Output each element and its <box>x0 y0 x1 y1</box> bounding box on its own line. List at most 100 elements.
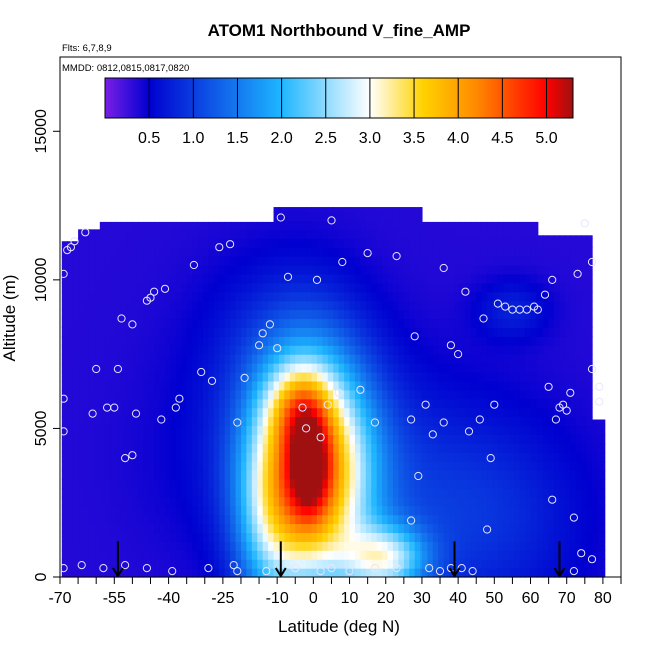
heatmap-cell <box>564 265 571 275</box>
heatmap-cell <box>559 478 566 489</box>
heatmap-cell <box>61 452 68 462</box>
heatmap-cell <box>208 470 215 480</box>
heatmap-cell <box>300 220 307 230</box>
heatmap-cell <box>224 532 231 542</box>
heatmap-cell <box>240 425 247 435</box>
heatmap-cell <box>224 541 231 551</box>
heatmap-cell <box>564 487 571 498</box>
sample-point <box>226 240 235 249</box>
heatmap-cell <box>278 443 285 453</box>
heatmap-cell <box>514 550 521 560</box>
heatmap-cell <box>322 220 329 230</box>
heatmap-cell <box>105 496 112 507</box>
heatmap-cell <box>105 523 112 534</box>
heatmap-cell <box>67 241 74 248</box>
heatmap-cell <box>525 416 532 427</box>
heatmap-cell <box>519 532 526 542</box>
heatmap-cell <box>354 514 362 525</box>
heatmap-cell <box>519 291 526 302</box>
heatmap-cell <box>94 496 101 507</box>
heatmap-cell <box>230 265 237 275</box>
heatmap-cell <box>257 514 264 525</box>
heatmap-cell <box>316 478 323 489</box>
heatmap-cell <box>581 256 588 266</box>
heatmap-cell <box>432 568 439 578</box>
heatmap-cell <box>273 487 280 498</box>
heatmap-cell <box>278 211 285 222</box>
heatmap-cell <box>559 505 566 516</box>
heatmap-cell <box>449 354 456 364</box>
heatmap-cell <box>208 443 215 453</box>
heatmap-cell <box>420 282 423 293</box>
heatmap-cell <box>306 282 313 293</box>
heatmap-cell <box>208 256 215 266</box>
heatmap-cell <box>398 363 405 373</box>
heatmap-cell <box>414 550 421 560</box>
heatmap-cell <box>219 327 226 337</box>
heatmap-cell <box>564 550 571 560</box>
heatmap-cell <box>525 443 532 453</box>
heatmap-cell <box>454 398 461 409</box>
heatmap-cell <box>164 318 171 328</box>
heatmap-cell <box>333 550 340 560</box>
heatmap-cell <box>454 389 461 400</box>
heatmap-cell <box>208 452 215 462</box>
sample-point <box>435 567 445 576</box>
heatmap-cell <box>306 541 313 551</box>
heatmap-cell <box>403 550 410 560</box>
heatmap-cell <box>105 380 112 391</box>
heatmap-cell <box>420 461 423 471</box>
heatmap-cell <box>602 550 606 560</box>
heatmap-cell <box>333 434 340 444</box>
heatmap-cell <box>230 229 237 239</box>
heatmap-cell <box>208 541 215 551</box>
heatmap-cell <box>67 309 74 320</box>
heatmap-cell <box>525 407 532 418</box>
heatmap-cell <box>420 416 423 427</box>
heatmap-cell <box>586 398 593 409</box>
heatmap-cell <box>246 461 253 471</box>
heatmap-cell <box>497 398 504 409</box>
heatmap-cell <box>224 461 231 471</box>
heatmap-cell <box>116 229 123 239</box>
heatmap-cell <box>284 568 291 578</box>
heatmap-cell <box>403 407 410 418</box>
heatmap-cell <box>257 336 264 346</box>
heatmap-cell <box>235 318 242 328</box>
heatmap-cell <box>409 380 416 391</box>
heatmap-cell <box>213 470 220 480</box>
heatmap-cell <box>105 273 112 284</box>
heatmap-cell <box>459 229 466 239</box>
heatmap-cell <box>409 327 416 337</box>
heatmap-cell <box>349 461 356 471</box>
heatmap-cell <box>492 318 499 328</box>
heatmap-cell <box>365 425 372 435</box>
heatmap-cell <box>376 207 383 213</box>
heatmap-cell <box>508 452 515 462</box>
heatmap-cell <box>559 541 566 551</box>
heatmap-cell <box>235 380 242 391</box>
heatmap-cell <box>164 354 171 364</box>
heatmap-cell <box>602 478 606 489</box>
heatmap-cell <box>126 380 133 391</box>
heatmap-cell <box>159 345 166 355</box>
heatmap-cell <box>519 300 526 311</box>
heatmap-cell <box>349 211 356 222</box>
heatmap-cell <box>224 496 231 507</box>
sample-point <box>197 367 206 377</box>
heatmap-cell <box>537 380 544 391</box>
heatmap-cell <box>251 470 258 480</box>
heatmap-cell <box>284 523 291 534</box>
heatmap-cell <box>508 568 515 578</box>
colorbar-tick-label: 2.0 <box>270 130 292 147</box>
heatmap-cell <box>382 282 389 293</box>
heatmap-cell <box>143 541 150 551</box>
heatmap-cell <box>322 389 329 400</box>
heatmap-cell <box>586 452 593 462</box>
heatmap-cell <box>159 380 166 391</box>
heatmap-cell <box>105 434 112 444</box>
heatmap-cell <box>421 470 428 480</box>
heatmap-cell <box>121 550 128 560</box>
heatmap-cell <box>224 371 231 382</box>
heatmap-cell <box>72 496 79 507</box>
